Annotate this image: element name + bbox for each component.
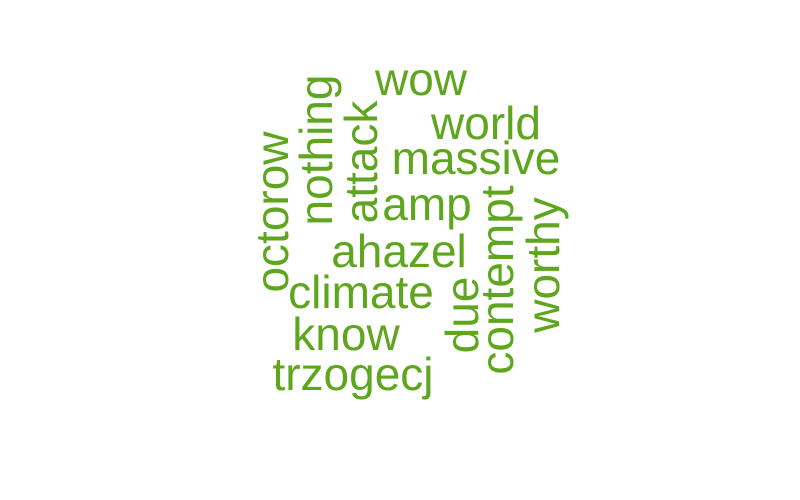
word-climate: climate bbox=[288, 266, 434, 318]
word-world: world bbox=[431, 97, 541, 149]
word-amp: amp bbox=[382, 178, 472, 230]
word-octorow: octorow bbox=[246, 131, 298, 293]
word-ahazel: ahazel bbox=[331, 225, 467, 277]
word-contempt: contempt bbox=[471, 185, 523, 375]
word-nothing: nothing bbox=[290, 74, 342, 226]
word-massive: massive bbox=[391, 132, 561, 184]
word-worthy: worthy bbox=[517, 197, 569, 333]
word-trzogecj: trzogecj bbox=[272, 348, 434, 400]
word-attack: attack bbox=[335, 100, 387, 224]
word-know: know bbox=[292, 308, 400, 360]
word-wow: wow bbox=[374, 53, 468, 105]
